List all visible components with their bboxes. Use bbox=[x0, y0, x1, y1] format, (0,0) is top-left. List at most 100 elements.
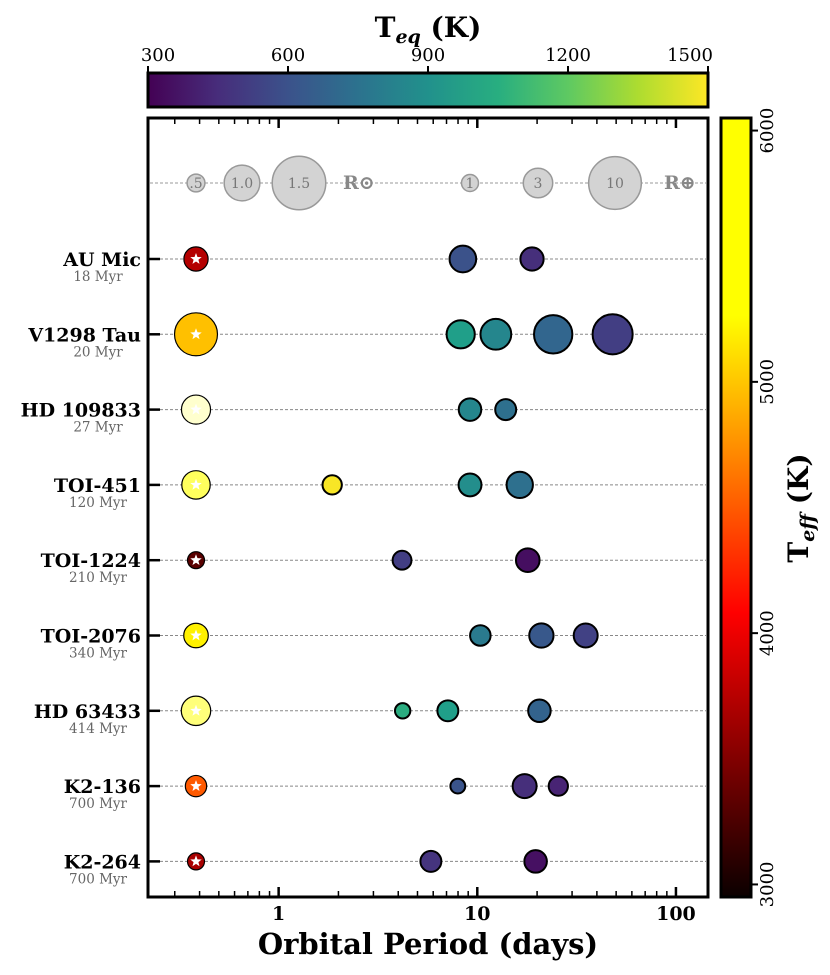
system-age-label: 210 Myr bbox=[69, 570, 128, 586]
teq-tick-label: 600 bbox=[271, 45, 305, 66]
teq-tick-label: 900 bbox=[411, 45, 445, 66]
system-row bbox=[184, 773, 569, 800]
legend-star-label: 1.0 bbox=[231, 176, 253, 192]
x-axis-ticks: 1 10 100 bbox=[174, 118, 696, 925]
system-row bbox=[183, 244, 545, 274]
legend-planet-label: 3 bbox=[534, 176, 543, 192]
planet-marker bbox=[494, 398, 518, 422]
star-glyph-icon bbox=[190, 704, 202, 716]
legend-star-circle bbox=[223, 164, 261, 202]
legend-planet-circle bbox=[587, 155, 643, 211]
star-glyph-icon bbox=[190, 328, 202, 340]
planet-marker bbox=[393, 702, 412, 720]
system-age-label: 18 Myr bbox=[73, 269, 123, 285]
planet-marker bbox=[445, 319, 476, 350]
system-row bbox=[186, 849, 548, 874]
system-age-label: 27 Myr bbox=[73, 420, 123, 436]
legend-star-label: .5 bbox=[189, 176, 202, 192]
markers bbox=[173, 244, 634, 874]
planet-marker bbox=[449, 777, 467, 795]
system-name-label: HD 109833 bbox=[21, 400, 141, 422]
x-axis-label: Orbital Period (days) bbox=[258, 927, 598, 961]
planet-marker bbox=[514, 547, 541, 574]
legend-star-circle bbox=[271, 155, 327, 211]
star-glyph-icon bbox=[190, 780, 202, 791]
teff-tick-label: 3000 bbox=[757, 862, 778, 908]
star-glyph-icon bbox=[190, 629, 202, 641]
system-row bbox=[181, 470, 534, 500]
system-row bbox=[186, 547, 541, 574]
system-name-label: K2-136 bbox=[64, 776, 141, 798]
grid-lines bbox=[148, 182, 706, 863]
legend-star-unit: R⊙ bbox=[343, 172, 375, 194]
system-age-label: 700 Myr bbox=[69, 871, 128, 887]
teq-colorbar: Teq (K) 300 600 900 1200 1500 bbox=[141, 11, 713, 109]
system-row bbox=[180, 394, 518, 425]
planet-marker bbox=[528, 622, 555, 649]
x-tick-label: 10 bbox=[464, 903, 490, 925]
star-glyph-icon bbox=[190, 478, 202, 490]
system-age-label: 20 Myr bbox=[73, 344, 123, 360]
system-name-label: V1298 Tau bbox=[27, 324, 141, 346]
teff-colorbar: 3000 4000 5000 6000 Teff (K) bbox=[719, 108, 819, 908]
teq-colorbar-title: Teq (K) bbox=[375, 11, 482, 48]
planet-marker bbox=[391, 549, 413, 571]
planet-marker bbox=[469, 624, 492, 647]
planet-marker bbox=[419, 849, 443, 873]
planet-marker bbox=[511, 773, 538, 800]
system-name-label: AU Mic bbox=[62, 249, 141, 271]
planet-marker bbox=[436, 699, 460, 723]
system-name-label: TOI-2076 bbox=[41, 626, 141, 648]
planet-marker bbox=[479, 317, 513, 351]
teff-tick-label: 6000 bbox=[757, 108, 778, 154]
system-row bbox=[180, 695, 552, 727]
system-age-label: 120 Myr bbox=[69, 495, 128, 511]
planet-marker bbox=[591, 313, 634, 356]
planet-marker bbox=[457, 397, 483, 422]
planet-marker bbox=[533, 314, 574, 355]
planet-marker bbox=[448, 244, 478, 274]
legend-star-label: 1.5 bbox=[288, 176, 310, 192]
planet-marker bbox=[572, 622, 599, 649]
planet-marker bbox=[523, 849, 548, 874]
system-name-label: K2-264 bbox=[64, 851, 141, 873]
legend-planet-label: 1 bbox=[466, 176, 475, 192]
system-age-label: 700 Myr bbox=[69, 796, 128, 812]
teq-tick-label: 1500 bbox=[667, 45, 713, 66]
plot-frame bbox=[146, 116, 710, 899]
planet-marker bbox=[457, 472, 483, 498]
planet-marker bbox=[505, 470, 534, 500]
teff-colorbar-title: Teff (K) bbox=[782, 453, 819, 562]
legend-planet-label: 10 bbox=[606, 176, 624, 192]
system-age-label: 414 Myr bbox=[69, 721, 128, 737]
size-legend: .5 1.0 1.5 R⊙ 1 3 10 R⊕ bbox=[186, 155, 696, 211]
star-glyph-icon bbox=[190, 855, 202, 867]
system-name-label: HD 63433 bbox=[34, 701, 141, 723]
planet-marker bbox=[321, 474, 343, 496]
planet-marker bbox=[527, 698, 552, 724]
x-tick-label: 100 bbox=[656, 903, 696, 925]
teq-colorbar-gradient bbox=[146, 71, 710, 109]
system-row bbox=[173, 312, 634, 357]
teff-tick-label: 4000 bbox=[757, 610, 778, 656]
star-glyph-icon bbox=[190, 403, 202, 415]
system-age-label: 340 Myr bbox=[69, 646, 128, 662]
star-glyph-icon bbox=[190, 253, 202, 264]
planet-marker bbox=[547, 775, 569, 797]
legend-star-circle bbox=[186, 173, 206, 193]
system-row bbox=[183, 622, 599, 649]
teff-tick-label: 5000 bbox=[757, 359, 778, 405]
star-glyph-icon bbox=[190, 554, 202, 566]
system-name-label: TOI-1224 bbox=[41, 550, 141, 572]
legend-planet-unit: R⊕ bbox=[664, 172, 696, 194]
planet-marker bbox=[519, 246, 545, 272]
teq-tick-label: 1200 bbox=[545, 45, 591, 66]
teq-tick-label: 300 bbox=[141, 45, 175, 66]
legend-planet-circle bbox=[522, 167, 554, 199]
legend-planet-circle bbox=[460, 173, 480, 193]
system-name-label: TOI-451 bbox=[54, 475, 141, 497]
teff-colorbar-gradient bbox=[719, 116, 753, 899]
